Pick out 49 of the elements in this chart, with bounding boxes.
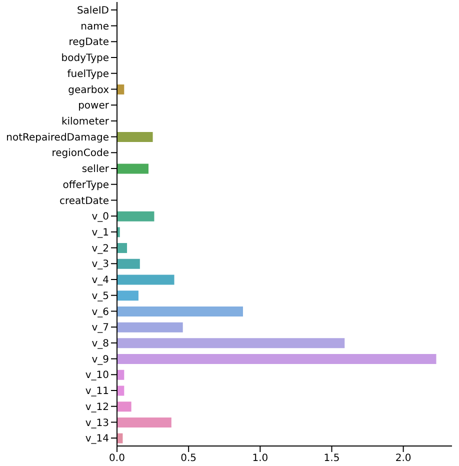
y-tick-label: v_13	[85, 418, 109, 429]
y-tick-label: v_2	[92, 243, 109, 254]
bar	[117, 258, 140, 269]
y-tick-label: v_3	[92, 259, 109, 270]
y-tick-label: v_12	[85, 402, 109, 413]
bar	[117, 322, 183, 332]
y-tick-label: v_5	[92, 290, 109, 302]
y-tick-label: v_8	[92, 338, 109, 350]
x-tick-label: 2.0	[395, 453, 412, 464]
y-tick-label: offerType	[62, 180, 109, 191]
x-tick-label: 1.5	[324, 453, 340, 464]
bar	[117, 132, 153, 142]
y-tick-label: v_10	[85, 370, 109, 382]
bar	[117, 417, 172, 428]
y-tick-label: v_0	[92, 212, 109, 223]
y-tick-label: v_7	[92, 322, 109, 334]
y-tick-label: seller	[82, 164, 110, 176]
y-tick-label: creatDate	[60, 196, 109, 207]
bar	[117, 164, 148, 174]
x-tick-label: 0.5	[180, 453, 197, 464]
y-tick-label: notRepairedDamage	[6, 132, 109, 144]
x-tick-label: 1.0	[252, 453, 268, 464]
y-tick-label: regDate	[68, 37, 109, 48]
y-tick-label: v_11	[85, 386, 109, 398]
bar	[117, 402, 132, 412]
bar	[117, 354, 436, 364]
bar	[117, 211, 154, 222]
y-tick-label: SaleID	[76, 5, 110, 16]
y-tick-label: power	[78, 100, 110, 112]
y-tick-label: v_4	[92, 275, 109, 286]
bar	[117, 386, 124, 396]
bar	[117, 338, 345, 348]
bar	[117, 274, 174, 285]
y-tick-label: v_9	[92, 354, 109, 366]
y-tick-label: v_1	[92, 227, 109, 238]
y-tick-label: regionCode	[52, 148, 109, 160]
y-tick-label: kilometer	[61, 116, 110, 128]
y-tick-label: bodyType	[61, 53, 109, 64]
bar	[117, 84, 124, 94]
bar	[117, 370, 124, 380]
y-tick-label: gearbox	[68, 84, 110, 96]
bar	[117, 290, 138, 301]
y-tick-label: v_14	[85, 434, 109, 445]
bar	[117, 243, 128, 254]
y-tick-label: v_6	[92, 306, 109, 318]
bar	[117, 306, 243, 316]
y-tick-label: name	[80, 21, 109, 32]
x-tick-label: 0.0	[109, 453, 125, 464]
y-tick-label: fuelType	[67, 68, 109, 80]
